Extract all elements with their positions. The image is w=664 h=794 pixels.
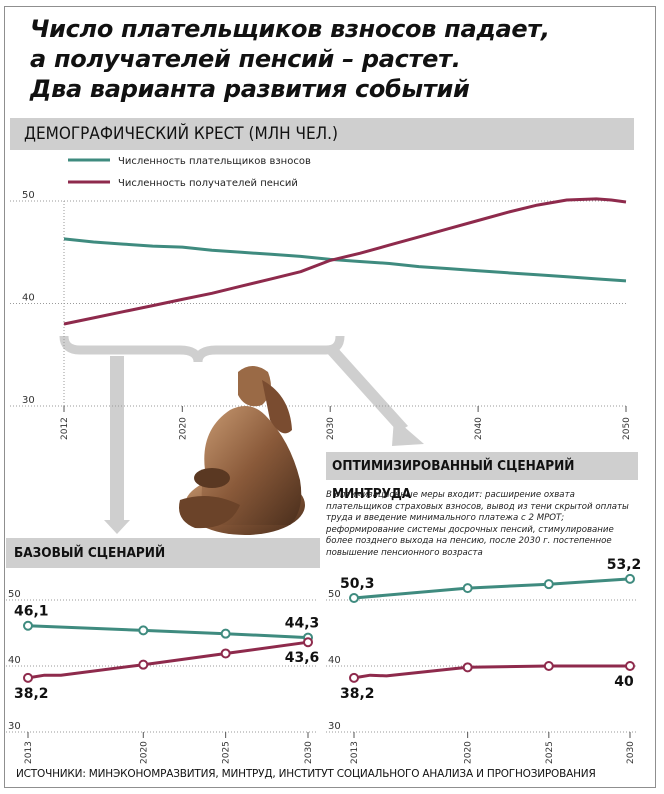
base-data-label: 44,3 [285, 616, 320, 632]
base-point-payers [23, 620, 33, 631]
base-xtick-label: 2020 [139, 741, 149, 764]
opt-data-label: 38,2 [340, 686, 375, 702]
main-series-line-pensioners [63, 197, 627, 326]
main-xtick-label: 2012 [60, 417, 70, 440]
base-data-label: 46,1 [14, 604, 49, 620]
opt-point-pensioners [349, 672, 359, 683]
base-ytick-label: 40 [8, 655, 21, 666]
base-series-line-pensioners [27, 640, 309, 680]
base-scenario-title: БАЗОВЫЙ СЦЕНАРИЙ [6, 538, 320, 568]
brace-shape [59, 335, 345, 363]
main-ytick-label: 30 [22, 395, 35, 406]
arrow-diagonal-head [392, 418, 424, 446]
arrow-down-head [104, 520, 130, 534]
infographic-frame [4, 6, 656, 788]
opt-xtick-label: 2025 [545, 741, 555, 764]
opt-xtick-label: 2020 [464, 741, 474, 764]
main-legend-label-payers: Численность плательщиков взносов [118, 156, 311, 167]
headline-line-2: а получателей пенсий – растет. [30, 45, 461, 73]
optimized-scenario-title: ОПТИМИЗИРОВАННЫЙ СЦЕНАРИЙ МИНТРУДА [326, 452, 638, 502]
opt-series-line-payers [353, 577, 631, 600]
base-point-payers [138, 625, 149, 636]
base-series-line-payers [27, 624, 309, 640]
optimized-scenario-chart: 30 40 50 2013 2020 2025 2030 50,3 53,2 38,2 40 [326, 557, 641, 764]
opt-data-label: 40 [614, 674, 634, 690]
headline-line-1: Число плательщиков взносов падает, [30, 15, 550, 43]
base-xtick-label: 2013 [24, 741, 34, 764]
opt-point-payers [625, 573, 635, 584]
opt-point-payers [349, 593, 359, 604]
base-point-payers [220, 628, 231, 639]
opt-ytick-label: 30 [328, 721, 341, 732]
source-line: ИСТОЧНИКИ: МИНЭКОНОМРАЗВИТИЯ, МИНТРУД, И… [16, 768, 596, 780]
opt-point-payers [543, 579, 554, 590]
base-ytick-label: 50 [8, 589, 21, 600]
opt-xtick-label: 2030 [626, 741, 636, 764]
main-chart: 30 40 50 2012 2020 2030 2040 2050 Численность пл… [10, 156, 632, 440]
main-xtick-label: 2040 [474, 417, 484, 440]
base-point-pensioners [303, 637, 313, 648]
opt-point-pensioners [625, 661, 635, 671]
opt-point-payers [462, 583, 473, 594]
base-point-pensioners [23, 672, 33, 683]
base-xtick-label: 2025 [222, 741, 232, 764]
main-xtick-label: 2030 [326, 417, 336, 440]
main-series-line-payers [63, 237, 627, 283]
decor-layer [59, 335, 424, 534]
main-ytick-label: 40 [22, 293, 35, 304]
opt-point-pensioners [462, 662, 473, 673]
main-legend-label-pensioners: Численность получателей пенсий [118, 178, 298, 189]
main-ytick-label: 50 [22, 190, 35, 201]
base-data-label: 38,2 [14, 686, 49, 702]
opt-data-label: 53,2 [607, 557, 642, 573]
base-point-pensioners [220, 648, 231, 659]
opt-data-label: 50,3 [340, 576, 375, 592]
opt-xtick-label: 2013 [350, 741, 360, 764]
base-ytick-label: 30 [8, 721, 21, 732]
optimized-scenario-note: В оптимизационные меры входит: расширени… [326, 490, 629, 558]
opt-ytick-label: 50 [328, 589, 341, 600]
main-chart-title: ДЕМОГРАФИЧЕСКИЙ КРЕСТ (МЛН ЧЕЛ.) [10, 118, 634, 150]
opt-point-pensioners [543, 661, 554, 671]
opt-series-line-pensioners [353, 664, 630, 680]
main-xtick-label: 2020 [178, 417, 188, 440]
base-scenario-chart: 30 40 50 2013 2020 2025 2030 46,1 44,3 38,2 43,6 [6, 589, 319, 764]
base-data-label: 43,6 [285, 650, 320, 666]
arrow-diagonal-shaft [326, 346, 408, 432]
headline-line-3: Два варианта развития событий [30, 75, 470, 103]
opt-ytick-label: 40 [328, 655, 341, 666]
pensioner-statue-image [179, 366, 305, 535]
base-xtick-label: 2030 [304, 741, 314, 764]
arrow-down-shaft [110, 356, 124, 522]
main-xtick-label: 2050 [622, 417, 632, 440]
base-point-pensioners [138, 659, 149, 670]
headline: Число плательщиков взносов падает, а пол… [30, 14, 630, 104]
